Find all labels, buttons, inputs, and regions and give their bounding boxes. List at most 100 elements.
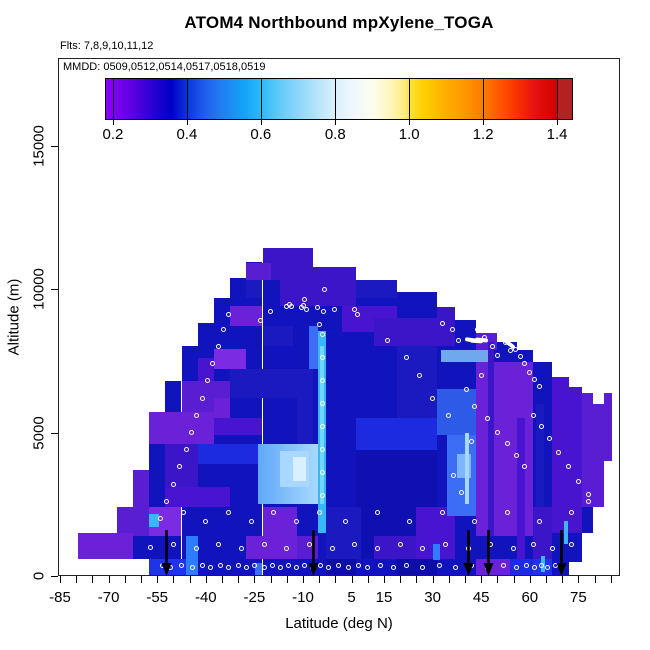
data-point-marker	[478, 372, 484, 378]
data-point-marker	[494, 430, 500, 435]
y-tick	[51, 289, 58, 290]
heatmap-cell	[312, 266, 357, 307]
x-tick	[610, 576, 612, 583]
heatmap-cell	[536, 403, 545, 508]
x-tick	[173, 576, 175, 583]
data-point-marker	[490, 343, 496, 349]
heatmap-cell	[437, 389, 477, 436]
data-point-marker	[530, 541, 536, 547]
data-point-marker	[472, 518, 478, 524]
data-point-marker	[407, 518, 413, 524]
x-tick-label: -40	[194, 589, 217, 606]
heatmap-cell	[213, 418, 263, 436]
colorbar-tick-label: 0.2	[102, 126, 124, 143]
heatmap-cell	[165, 487, 231, 508]
heatmap-cell	[280, 280, 313, 307]
heatmap-cell	[197, 443, 263, 465]
data-point-marker	[203, 518, 209, 524]
heatmap-cell	[432, 544, 441, 561]
heatmap-cell	[255, 563, 262, 576]
data-point-marker	[391, 564, 397, 570]
x-tick	[335, 576, 337, 583]
x-tick	[108, 576, 110, 583]
heatmap-cell	[440, 349, 495, 362]
data-point-marker	[284, 546, 290, 552]
profile-arrow	[161, 530, 172, 581]
data-point-marker	[209, 361, 215, 367]
data-point-marker	[225, 312, 231, 318]
plot-frame	[58, 58, 620, 576]
data-point-marker	[319, 332, 325, 338]
x-tick	[270, 576, 272, 583]
data-point-marker	[294, 518, 300, 524]
heatmap-cell	[296, 369, 313, 444]
data-point-marker	[217, 563, 223, 569]
data-point-marker	[248, 518, 254, 524]
data-point-marker	[538, 563, 544, 569]
data-point-marker	[436, 563, 442, 569]
data-point-marker	[321, 286, 327, 292]
colorbar-tick-label: 0.6	[250, 126, 272, 143]
data-point-marker	[365, 564, 371, 570]
y-tick-label: 10000	[30, 268, 48, 310]
colorbar-tick	[112, 78, 114, 125]
x-tick	[578, 576, 580, 583]
data-point-marker	[319, 470, 325, 476]
profile-arrow	[483, 530, 494, 581]
data-point-marker	[537, 384, 543, 390]
data-point-marker	[193, 412, 199, 418]
colorbar-tick-label: 0.8	[324, 126, 346, 143]
heatmap-cell	[374, 535, 417, 559]
data-point-marker	[511, 546, 517, 552]
colorbar-tick	[260, 78, 262, 125]
data-point-marker	[378, 563, 384, 569]
data-point-marker	[318, 563, 324, 569]
colorbar-tick	[335, 78, 337, 125]
x-tick	[222, 576, 223, 583]
data-point-marker	[439, 320, 445, 326]
profile-arrow	[308, 530, 319, 581]
data-point-marker	[320, 309, 326, 315]
heatmap-cell	[563, 521, 569, 545]
heatmap-cell	[230, 369, 297, 399]
data-point-marker	[183, 447, 189, 453]
data-point-marker	[316, 510, 322, 516]
x-tick	[465, 576, 466, 583]
data-point-marker	[464, 386, 470, 392]
data-point-marker	[289, 304, 295, 310]
x-tick-label: -85	[49, 589, 71, 606]
heatmap-cell	[246, 535, 313, 559]
heatmap-cell	[149, 412, 214, 444]
x-tick	[189, 576, 191, 583]
data-point-marker	[532, 564, 538, 570]
heatmap-cell	[465, 432, 469, 505]
data-point-marker	[517, 353, 523, 359]
data-point-marker	[375, 510, 381, 516]
data-point-marker	[553, 563, 559, 569]
data-point-marker	[190, 564, 196, 570]
colorbar-tick	[483, 78, 485, 125]
data-point-marker	[238, 546, 244, 552]
data-point-marker	[216, 541, 222, 547]
data-point-marker	[485, 415, 491, 421]
data-point-marker	[420, 564, 426, 570]
data-point-marker	[456, 338, 462, 344]
x-tick	[513, 576, 515, 583]
heatmap-cell	[262, 507, 297, 536]
data-point-marker	[449, 326, 455, 332]
data-point-marker	[157, 516, 163, 522]
data-point-marker	[180, 510, 186, 516]
data-point-marker	[319, 401, 325, 407]
heatmap-cell	[396, 558, 438, 576]
colorbar-tick-label: 1.0	[398, 126, 420, 143]
data-point-marker	[522, 361, 528, 367]
data-point-marker	[208, 564, 214, 570]
heatmap-cell	[552, 386, 582, 533]
data-point-marker	[193, 546, 199, 552]
profile-arrow	[463, 530, 474, 581]
data-point-marker	[268, 309, 274, 315]
x-tick	[367, 576, 369, 583]
data-point-marker	[522, 464, 528, 470]
data-point-marker	[404, 355, 410, 361]
data-point-marker	[332, 307, 338, 313]
